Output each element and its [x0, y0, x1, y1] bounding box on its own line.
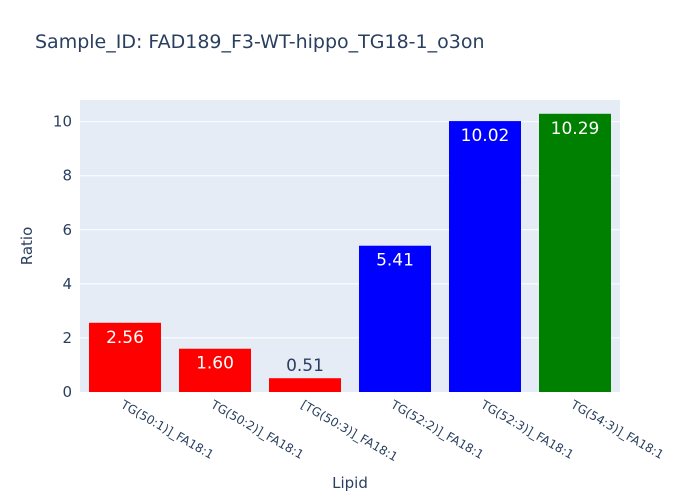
chart-title: Sample_ID: FAD189_F3-WT-hippo_TG18-1_o3o… — [35, 31, 485, 53]
y-tick-label: 6 — [62, 221, 72, 239]
x-tick-label: TG(54:3)]_FA18:1 — [568, 397, 666, 462]
x-tick-label: [TG(50:3)]_FA18:1 — [299, 397, 401, 464]
x-axis-ticks: TG(50:1)]_FA18:1TG(50:2)]_FA18:1[TG(50:3… — [118, 397, 666, 464]
x-tick-label: TG(52:3)]_FA18:1 — [478, 397, 576, 462]
bar-value-label: 10.02 — [461, 126, 510, 146]
bar-value-label: 1.60 — [196, 354, 234, 374]
bar — [539, 113, 611, 393]
bar — [359, 245, 431, 392]
bars — [89, 113, 611, 393]
plot-area — [80, 100, 620, 392]
bar — [179, 348, 251, 392]
x-axis-title: Lipid — [332, 474, 368, 492]
y-tick-label: 2 — [62, 329, 72, 347]
bar — [269, 378, 341, 392]
bar — [89, 322, 161, 392]
bar-value-labels: 2.56 1.60 0.51 5.41 10.02 10.29 — [106, 119, 599, 376]
x-tick-label: TG(52:2)]_FA18:1 — [388, 397, 486, 462]
x-tick-label: TG(50:1)]_FA18:1 — [118, 397, 216, 462]
gridlines — [80, 121, 620, 339]
y-tick-label: 4 — [62, 275, 72, 293]
bar-value-label: 0.51 — [286, 356, 324, 376]
y-axis-title: Ratio — [18, 227, 36, 266]
y-tick-label: 10 — [53, 113, 72, 131]
y-axis-ticks: 0 2 4 6 8 10 — [53, 113, 72, 401]
y-tick-label: 0 — [62, 383, 72, 401]
bar-value-label: 5.41 — [376, 251, 414, 271]
y-tick-label: 8 — [62, 167, 72, 185]
bar-value-label: 10.29 — [551, 119, 600, 139]
bar — [449, 121, 521, 392]
x-tick-label: TG(50:2)]_FA18:1 — [208, 397, 306, 462]
bar-value-label: 2.56 — [106, 328, 144, 348]
